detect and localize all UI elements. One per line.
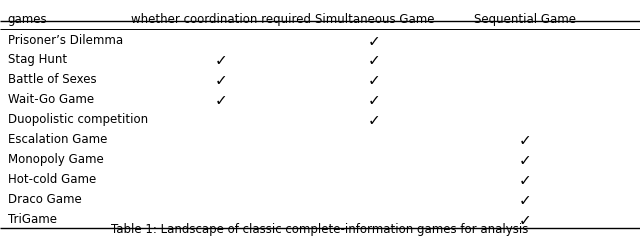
Text: ✓: ✓	[368, 34, 381, 49]
Text: ✓: ✓	[368, 93, 381, 108]
Text: ✓: ✓	[518, 133, 531, 148]
Text: ✓: ✓	[518, 193, 531, 208]
Text: Wait-Go Game: Wait-Go Game	[8, 93, 94, 106]
Text: Hot-cold Game: Hot-cold Game	[8, 173, 96, 186]
Text: Prisoner’s Dilemma: Prisoner’s Dilemma	[8, 34, 123, 46]
Text: Simultaneous Game: Simultaneous Game	[315, 13, 434, 26]
Text: Draco Game: Draco Game	[8, 193, 81, 206]
Text: Duopolistic competition: Duopolistic competition	[8, 113, 148, 126]
Text: ✓: ✓	[518, 153, 531, 168]
Text: Sequential Game: Sequential Game	[474, 13, 576, 26]
Text: Battle of Sexes: Battle of Sexes	[8, 73, 96, 86]
Text: TriGame: TriGame	[8, 213, 57, 226]
Text: ✓: ✓	[214, 73, 227, 88]
Text: Table 1: Landscape of classic complete-information games for analysis: Table 1: Landscape of classic complete-i…	[111, 223, 529, 236]
Text: ✓: ✓	[214, 93, 227, 108]
Text: ✓: ✓	[368, 73, 381, 88]
Text: ✓: ✓	[368, 53, 381, 69]
Text: ✓: ✓	[518, 213, 531, 228]
Text: ✓: ✓	[368, 113, 381, 128]
Text: ✓: ✓	[518, 173, 531, 188]
Text: Escalation Game: Escalation Game	[8, 133, 107, 146]
Text: games: games	[8, 13, 47, 26]
Text: Stag Hunt: Stag Hunt	[8, 53, 67, 66]
Text: Monopoly Game: Monopoly Game	[8, 153, 104, 166]
Text: ✓: ✓	[214, 53, 227, 69]
Text: whether coordination required: whether coordination required	[131, 13, 311, 26]
